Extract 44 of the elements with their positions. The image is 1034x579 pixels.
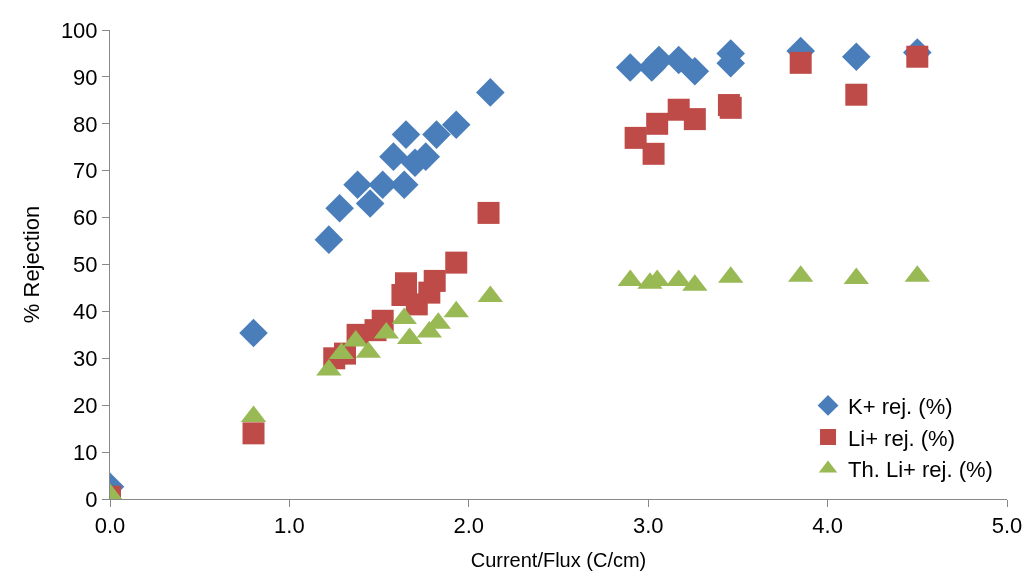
legend-label: Li+ rej. (%) <box>848 425 956 451</box>
y-tick-label: 40 <box>73 299 98 325</box>
y-axis-title: % Rejection <box>18 205 44 324</box>
x-tick-label: 5.0 <box>991 513 1023 539</box>
y-tick-label: 60 <box>73 205 98 231</box>
y-tick-label: 50 <box>73 252 98 278</box>
point <box>477 201 500 224</box>
point <box>379 142 408 171</box>
legend-label: Th. Li+ rej. (%) <box>848 457 993 483</box>
y-tick-label: 100 <box>60 17 98 43</box>
x-tick-label: 2.0 <box>453 513 485 539</box>
y-tick-label: 10 <box>73 439 98 465</box>
y-tick-label: 80 <box>73 111 98 137</box>
y-tick-label: 90 <box>73 64 98 90</box>
point <box>683 108 706 131</box>
point <box>476 78 505 107</box>
point <box>845 83 868 106</box>
point <box>314 225 344 254</box>
point <box>391 120 421 149</box>
point <box>422 120 451 149</box>
point <box>680 56 710 86</box>
point <box>906 45 929 68</box>
x-tick-label: 1.0 <box>274 513 305 539</box>
x-tick-label: 4.0 <box>812 513 843 539</box>
point <box>441 110 471 140</box>
y-tick-label: 30 <box>73 346 98 371</box>
point <box>355 189 385 218</box>
y-tick-label: 70 <box>73 158 98 184</box>
x-tick-label: 0.0 <box>94 513 126 539</box>
point <box>842 42 871 72</box>
point <box>624 126 647 149</box>
legend-label: K+ rej. (%) <box>848 394 953 419</box>
point <box>642 142 665 165</box>
point <box>789 51 812 74</box>
point <box>646 112 669 135</box>
x-tick-label: 3.0 <box>632 513 664 539</box>
point <box>423 269 446 292</box>
point <box>325 193 354 223</box>
point <box>343 170 372 200</box>
x-axis-title: Current/Flux (C/cm) <box>470 548 647 571</box>
point <box>395 272 418 295</box>
y-tick-label: 20 <box>73 392 98 418</box>
point <box>445 251 468 274</box>
y-tick-label: 0 <box>85 486 98 512</box>
